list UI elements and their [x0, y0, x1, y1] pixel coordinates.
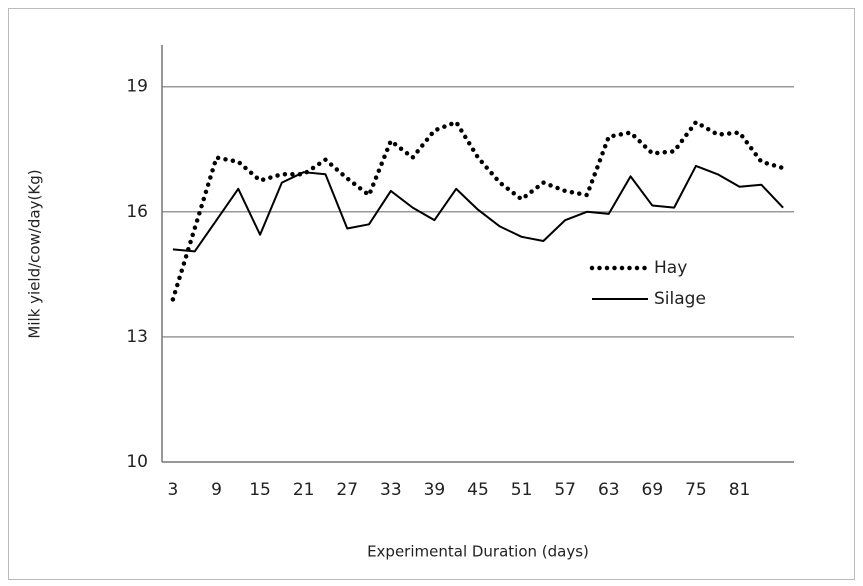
x-tick-label: 63	[598, 480, 620, 500]
chart-border	[8, 8, 855, 580]
x-tick-label: 57	[554, 480, 576, 500]
x-axis-label: Experimental Duration (days)	[367, 543, 589, 561]
y-tick-label: 13	[126, 327, 148, 347]
x-tick-label: 75	[685, 480, 707, 500]
x-tick-label: 9	[211, 480, 222, 500]
x-tick-label: 27	[336, 480, 358, 500]
x-tick-label: 45	[467, 480, 489, 500]
y-tick-label: 19	[126, 77, 148, 97]
x-tick-label: 69	[642, 480, 664, 500]
x-tick-label: 15	[249, 480, 271, 500]
legend-label: Silage	[654, 289, 706, 309]
y-tick-label: 16	[126, 202, 148, 222]
y-axis-label: Milk yield/cow/day(Kg)	[26, 169, 44, 338]
x-tick-label: 21	[293, 480, 315, 500]
series-line	[172, 164, 784, 253]
x-tick-label: 33	[380, 480, 402, 500]
y-tick-label: 10	[126, 452, 148, 472]
x-tick-label: 3	[167, 480, 178, 500]
x-tick-label: 51	[511, 480, 533, 500]
series-line	[170, 119, 786, 302]
x-tick-label: 39	[424, 480, 446, 500]
x-tick-label: 81	[729, 480, 751, 500]
legend-label: Hay	[654, 258, 687, 278]
